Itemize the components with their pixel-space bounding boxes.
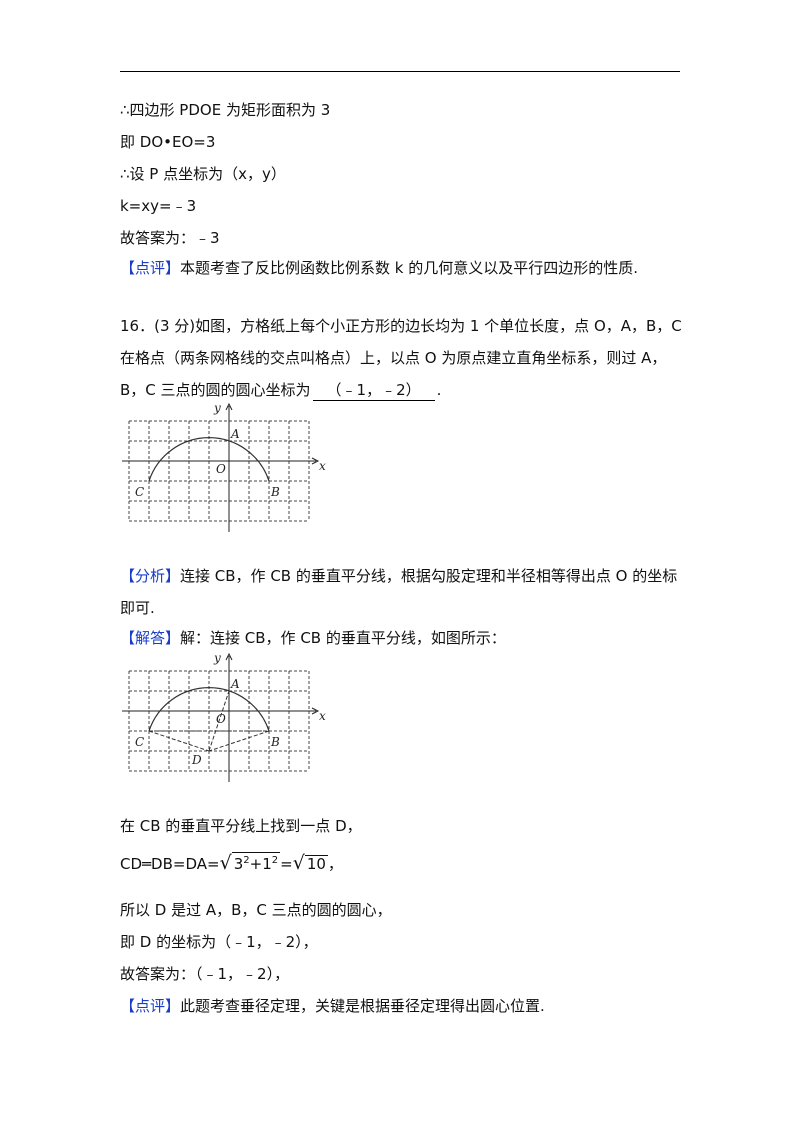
analysis-line-1: 【分析】连接 CB，作 CB 的垂直平分线，根据勾股定理和半径相等得出点 O 的…	[120, 566, 677, 586]
solution-text: 解：连接 CB，作 CB 的垂直平分线，如图所示：	[180, 629, 506, 647]
review-line: 【点评】本题考查了反比例函数比例系数 k 的几何意义以及平行四边形的性质.	[120, 258, 638, 278]
eq-equals: =	[280, 855, 293, 873]
problem-line-1: 16．(3 分)如图，方格纸上每个小正方形的边长均为 1 个单位长度，点 O，A…	[120, 317, 682, 335]
review-line: 【点评】此题考查垂径定理，关键是根据垂径定理得出圆心位置.	[120, 996, 545, 1016]
plus: +	[249, 855, 263, 873]
point-o-label: O	[216, 712, 226, 726]
answer-blank: （﹣1，﹣2）	[312, 380, 435, 401]
grid-lines	[128, 420, 310, 522]
x-arrow	[311, 707, 320, 715]
exponent: 2	[271, 855, 279, 866]
review-text: 此题考查垂径定理，关键是根据垂径定理得出圆心位置.	[180, 997, 545, 1015]
point-a-label: A	[230, 677, 240, 691]
text-line: ∴四边形 PDOE 为矩形面积为 3	[120, 101, 331, 119]
text-line: ∴设 P 点坐标为（x，y）	[120, 165, 286, 183]
coordinate-grid-figure-2: y x O A B C D	[122, 652, 326, 782]
y-label: y	[213, 401, 221, 415]
radicand-1: 32+12	[231, 852, 281, 873]
point-a-label: A	[230, 427, 240, 441]
point-b-label: B	[270, 735, 280, 749]
review-tag: 【点评】	[120, 259, 181, 277]
analysis-text: 连接 CB，作 CB 的垂直平分线，根据勾股定理和半径相等得出点 O 的坐标	[180, 567, 678, 585]
equation-line: CD═DB=DA=√ 32+12 =√ 10，	[120, 852, 343, 875]
text-line: 故答案为：（﹣1，﹣2），	[120, 965, 290, 983]
radicand-2: 10	[304, 855, 328, 873]
text-line: 故答案为：﹣3	[120, 229, 220, 247]
sqrt-symbol: √	[292, 852, 305, 874]
analysis-line-2: 即可.	[120, 599, 155, 617]
review-tag: 【点评】	[120, 997, 181, 1015]
top-rule	[120, 71, 680, 72]
y-arrow	[225, 402, 233, 411]
review-text: 本题考查了反比例函数比例系数 k 的几何意义以及平行四边形的性质.	[180, 259, 639, 277]
point-b-label: B	[270, 485, 280, 499]
problem-end: .	[436, 381, 442, 399]
coordinate-grid-figure-1: y x O A B C	[122, 401, 326, 532]
point-c-label: C	[135, 485, 144, 499]
point-d-label: D	[191, 753, 202, 767]
sqrt-symbol: √	[219, 852, 232, 874]
x-label: x	[319, 709, 326, 723]
text-line: 在 CB 的垂直平分线上找到一点 D，	[120, 817, 362, 835]
y-arrow	[225, 652, 233, 661]
problem-line-3: B，C 三点的圆的圆心坐标为 （﹣1，﹣2）.	[120, 380, 441, 401]
solution-tag: 【解答】	[120, 629, 181, 647]
y-label: y	[213, 652, 221, 665]
problem-line-2: 在格点（两条网格线的交点叫格点）上，以点 O 为原点建立直角坐标系，则过 A，	[120, 349, 667, 367]
point-c-label: C	[135, 735, 144, 749]
term: 3	[233, 855, 244, 873]
circle-arc	[148, 687, 270, 732]
point-o-label: O	[216, 462, 226, 476]
construction-lines	[148, 690, 270, 752]
eq-text: CD═DB=DA=	[120, 855, 220, 873]
term: 1	[262, 855, 272, 873]
problem-text: B，C 三点的圆的圆心坐标为	[120, 381, 311, 399]
x-arrow	[311, 457, 320, 465]
exponent: 2	[243, 855, 250, 866]
circle-arc	[148, 437, 270, 482]
text-line: k=xy=﹣3	[120, 197, 197, 215]
solution-line: 【解答】解：连接 CB，作 CB 的垂直平分线，如图所示：	[120, 628, 506, 648]
x-label: x	[319, 459, 326, 473]
text-line: 即 DO•EO=3	[120, 133, 216, 151]
text-line: 即 D 的坐标为（﹣1，﹣2），	[120, 933, 318, 951]
eq-end: ，	[327, 855, 343, 873]
analysis-tag: 【分析】	[120, 567, 181, 585]
text-line: 所以 D 是过 A，B，C 三点的圆的圆心，	[120, 901, 392, 919]
